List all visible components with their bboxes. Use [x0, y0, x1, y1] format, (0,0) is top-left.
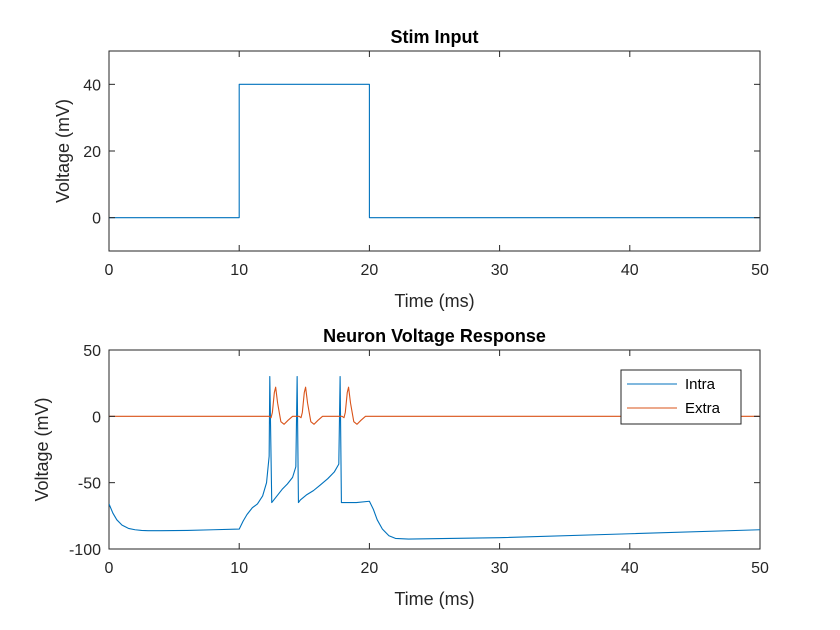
neuron-voltage-response-x-tick-label: 0 — [105, 560, 114, 577]
stim-input-x-tick-label: 50 — [751, 262, 769, 279]
neuron-voltage-response-x-tick-label: 10 — [230, 560, 248, 577]
neuron-voltage-response-series-intra-line — [109, 375, 760, 540]
neuron-voltage-response-y-tick-label: 0 — [92, 409, 101, 426]
stim-input-y-tick-label: 20 — [83, 144, 101, 161]
neuron-voltage-response-plot: 0 10 20 30 40 50 -100 -50 0 50 Neuron Voltage Resp… — [32, 326, 769, 609]
stim-input-x-tick-label: 30 — [491, 262, 509, 279]
legend-label-extra: Extra — [685, 400, 721, 417]
stim-input-axes-box — [108, 50, 761, 252]
stim-input-x-tick-label: 0 — [105, 262, 114, 279]
neuron-voltage-response-y-tick-label: -50 — [78, 476, 101, 493]
stim-input-series-1-line — [109, 83, 760, 219]
neuron-voltage-response-legend: Intra Extra — [620, 369, 742, 425]
neuron-voltage-response-series-extra-line — [109, 386, 760, 425]
legend-label-intra: Intra — [685, 376, 716, 393]
neuron-voltage-response-title: Neuron Voltage Response — [323, 326, 546, 346]
neuron-voltage-response-y-axis-label: Voltage (mV) — [32, 397, 52, 501]
stim-input-y-axis-label: Voltage (mV) — [53, 99, 73, 203]
neuron-voltage-response-y-tick-label: 50 — [83, 343, 101, 360]
stim-input-x-tick-label: 10 — [230, 262, 248, 279]
neuron-voltage-response-legend-box — [620, 369, 742, 425]
neuron-voltage-response-y-tick-label: -100 — [69, 542, 101, 559]
stim-input-x-tick-label: 20 — [361, 262, 379, 279]
stim-input-y-tick-label: 0 — [92, 211, 101, 228]
stim-input-plot: 0 10 20 30 40 50 0 20 40 Stim Input Time (ms) Volta… — [53, 27, 769, 311]
stim-input-y-tick-label: 40 — [83, 77, 101, 94]
neuron-voltage-response-x-tick-label: 50 — [751, 560, 769, 577]
neuron-voltage-response-x-tick-label: 20 — [361, 560, 379, 577]
neuron-voltage-response-x-axis-label: Time (ms) — [394, 589, 474, 609]
stim-input-x-axis-label: Time (ms) — [394, 291, 474, 311]
stim-input-x-tick-label: 40 — [621, 262, 639, 279]
neuron-voltage-response-x-tick-label: 40 — [621, 560, 639, 577]
neuron-voltage-response-x-tick-label: 30 — [491, 560, 509, 577]
stim-input-title: Stim Input — [391, 27, 479, 47]
